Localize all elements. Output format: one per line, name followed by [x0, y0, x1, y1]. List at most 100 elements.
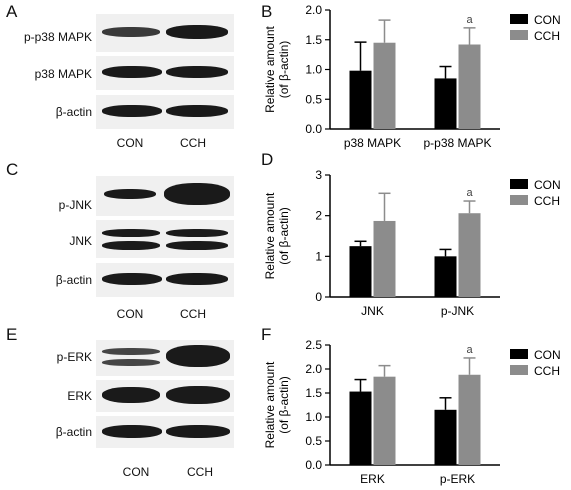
legend-swatch: [510, 349, 528, 359]
y-tick-label: 0.5: [305, 434, 322, 448]
blot-row-label: p38 MAPK: [34, 67, 92, 81]
lane-label-con: CON: [122, 465, 150, 479]
x-tick-label: p-ERK: [440, 472, 475, 486]
bar-chart-d: 0 1 2 3 Relative amount (of β-actin) JNK p-JNK a…: [263, 168, 561, 318]
y-tick-label: 1.0: [305, 63, 322, 77]
blot-row-label: β-actin: [55, 425, 92, 439]
legend-label: CON: [534, 178, 561, 192]
bar: [458, 44, 481, 130]
bar: [373, 376, 396, 465]
band-cch-p38: [166, 66, 228, 78]
band-cch-p-jnk: [164, 183, 230, 205]
blot-row-label: p-JNK: [58, 198, 92, 212]
lane-label-con: CON: [116, 136, 144, 150]
panel-letter-e: E: [6, 325, 18, 344]
x-tick-label: JNK: [361, 304, 384, 318]
band-cch-erk: [166, 386, 230, 404]
legend-swatch: [510, 179, 528, 189]
band-con-p-p38: [102, 27, 160, 37]
panel-letter-c: C: [6, 160, 19, 179]
blot-row-label: β-actin: [55, 105, 92, 119]
y-tick-label: 2.0: [305, 3, 322, 17]
significance-marker: a: [466, 14, 473, 26]
y-axis-label: (of β-actin): [277, 376, 291, 434]
x-tick-label: ERK: [360, 472, 385, 486]
bar: [349, 70, 372, 129]
blot-row-label: p-p38 MAPK: [23, 30, 92, 44]
significance-marker: a: [466, 344, 473, 356]
bar-chart-b: 0.0 0.5 1.0 1.5 2.0 Relative amount (of β-acti…: [263, 3, 561, 150]
legend-label: CON: [534, 348, 561, 362]
band-con-p-jnk: [104, 189, 156, 199]
panel-letter-b: B: [261, 2, 273, 21]
band-cch-actin: [166, 425, 230, 438]
legend-label: CCH: [534, 364, 560, 378]
band-con-p38: [102, 66, 162, 78]
y-tick-label: 0: [315, 290, 322, 304]
blot-row-label: p-ERK: [56, 350, 92, 364]
blot-row-label: ERK: [67, 389, 92, 403]
panel-letter-f: F: [261, 325, 272, 344]
bar: [434, 78, 457, 129]
lane-label-cch: CCH: [187, 465, 213, 479]
y-axis-label: (of β-actin): [277, 41, 291, 99]
band-cch-p-p38: [166, 25, 228, 39]
bar-chart-f: 0.0 0.5 1.0 1.5 2.0 2.5 Relative amount (of β-a…: [263, 338, 561, 486]
legend-swatch: [510, 195, 528, 205]
y-tick-label: 0.0: [305, 458, 322, 472]
lane-label-cch: CCH: [180, 307, 206, 321]
bar: [349, 391, 372, 465]
y-axis-label: (of β-actin): [277, 207, 291, 265]
legend-swatch: [510, 14, 528, 24]
blot-film: [96, 220, 234, 258]
band-con-jnk-lower: [102, 241, 160, 250]
legend-label: CCH: [534, 194, 560, 208]
y-tick-label: 0.0: [305, 122, 322, 136]
blot-row-label: β-actin: [55, 273, 92, 287]
y-tick-label: 1.0: [305, 410, 322, 424]
band-con-p-erk-upper: [102, 348, 160, 355]
band-cch-jnk-lower: [166, 241, 228, 250]
bar: [373, 220, 396, 297]
y-tick-label: 0.5: [305, 92, 322, 106]
lane-label-con: CON: [116, 307, 144, 321]
band-cch-p-erk: [166, 345, 230, 367]
legend-swatch: [510, 365, 528, 375]
bar: [349, 246, 372, 297]
y-tick-label: 1: [315, 249, 322, 263]
bar: [458, 213, 481, 297]
band-cch-actin: [166, 273, 228, 285]
panel-letter-a: A: [6, 2, 18, 21]
y-tick-label: 2.0: [305, 362, 322, 376]
y-tick-label: 2: [315, 209, 322, 223]
legend-swatch: [510, 30, 528, 40]
legend-label: CON: [534, 13, 561, 27]
y-axis-label: Relative amount: [263, 192, 277, 279]
lane-label-cch: CCH: [180, 136, 206, 150]
y-tick-label: 1.5: [305, 33, 322, 47]
panel-letter-d: D: [261, 150, 274, 169]
x-tick-label: p-p38 MAPK: [423, 136, 491, 150]
band-cch-actin: [166, 105, 228, 117]
band-con-jnk-upper: [102, 229, 160, 237]
y-tick-label: 3: [315, 168, 322, 182]
band-con-p-erk-lower: [102, 359, 160, 366]
blot-row-label: JNK: [69, 234, 92, 248]
bar: [373, 42, 396, 129]
bar: [434, 256, 457, 297]
band-cch-jnk-upper: [166, 229, 228, 237]
y-axis-label: Relative amount: [263, 361, 277, 448]
significance-marker: a: [466, 187, 473, 199]
band-con-actin: [102, 273, 162, 285]
legend-label: CCH: [534, 29, 560, 43]
x-tick-label: p-JNK: [441, 304, 474, 318]
bar: [458, 374, 481, 465]
band-con-erk: [102, 387, 160, 403]
x-tick-label: p38 MAPK: [344, 136, 401, 150]
y-axis-label: Relative amount: [263, 25, 277, 112]
y-tick-label: 1.5: [305, 386, 322, 400]
band-con-actin: [102, 105, 162, 117]
y-tick-label: 2.5: [305, 338, 322, 352]
bar: [434, 409, 457, 465]
band-con-actin: [102, 425, 162, 438]
